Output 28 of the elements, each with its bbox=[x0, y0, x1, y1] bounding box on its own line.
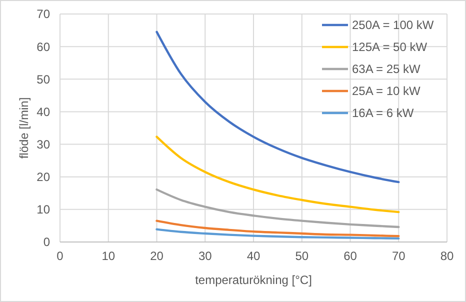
x-tick-label: 80 bbox=[440, 249, 454, 263]
y-tick-label: 10 bbox=[36, 202, 50, 217]
x-tick-label: 60 bbox=[344, 249, 358, 263]
y-tick-label: 40 bbox=[36, 104, 50, 119]
y-tick-label: 0 bbox=[43, 235, 50, 250]
x-tick-label: 20 bbox=[150, 249, 164, 263]
y-tick-label: 50 bbox=[36, 72, 50, 86]
x-tick-label: 50 bbox=[295, 249, 309, 263]
line-series bbox=[156, 228, 400, 240]
legend-label: 125A = 50 kW bbox=[352, 40, 428, 54]
x-tick-label: 70 bbox=[392, 249, 406, 263]
line-series bbox=[156, 220, 400, 238]
x-axis-title: temperaturökning [°C] bbox=[195, 273, 312, 287]
legend-label: 63A = 25 kW bbox=[352, 62, 422, 76]
x-tick-label: 0 bbox=[56, 249, 64, 263]
y-tick-label: 70 bbox=[36, 7, 50, 22]
legend-label: 250A = 100 kW bbox=[352, 18, 434, 32]
legend-label: 16A = 6 kW bbox=[352, 106, 414, 120]
y-tick-label: 60 bbox=[36, 40, 50, 54]
y-axis-title: flöde [l/min] bbox=[17, 97, 31, 159]
legend-label: 25A = 10 kW bbox=[352, 84, 422, 98]
y-tick-label: 30 bbox=[36, 137, 50, 152]
y-tick-label: 20 bbox=[36, 170, 50, 184]
line-series bbox=[156, 136, 400, 214]
line-series bbox=[156, 188, 400, 228]
x-tick-label: 40 bbox=[246, 249, 260, 263]
x-tick-label: 10 bbox=[102, 249, 116, 263]
x-tick-label: 30 bbox=[198, 249, 212, 263]
